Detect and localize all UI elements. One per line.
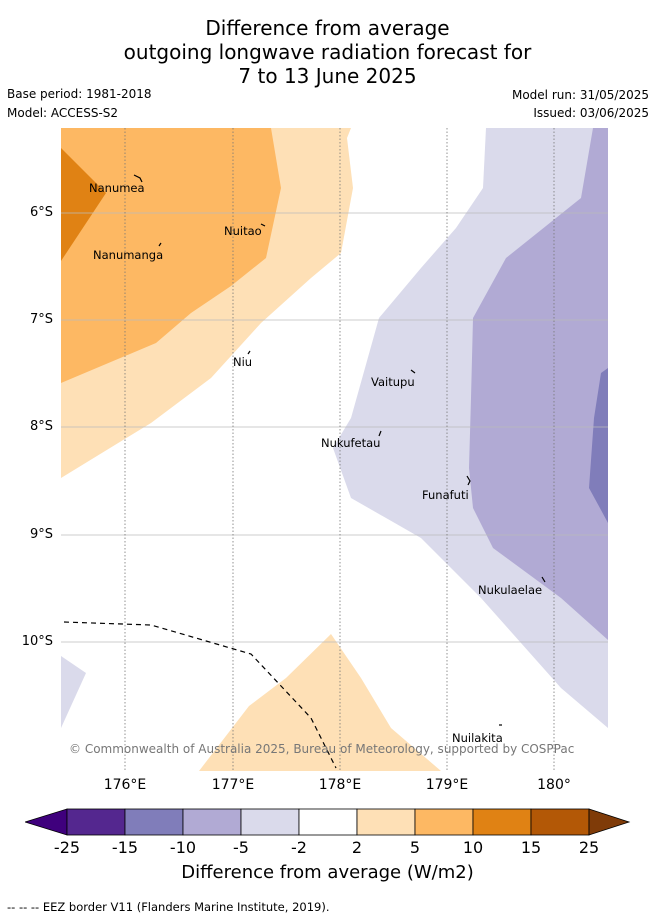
lon-label-180: 180°	[537, 777, 571, 793]
colorbar-label-6: 2	[351, 838, 363, 857]
colorbar-label-3: -10	[169, 838, 197, 857]
contour-minus10-to-minus15	[589, 368, 608, 523]
lat-label-8s: 8°S	[29, 419, 53, 434]
colorbar-label-8: 10	[462, 838, 484, 857]
contour-5-to-10	[61, 128, 281, 383]
model-name: Model: ACCESS-S2	[7, 106, 119, 120]
place-label-nuitao: Nuitao	[224, 224, 262, 238]
lat-label-9s: 9°S	[29, 527, 53, 542]
copyright-notice: © Commonwealth of Australia 2025, Bureau…	[69, 742, 575, 756]
contour-2-to-5-south	[199, 634, 441, 771]
eez-footnote: -- -- -- EEZ border V11 (Flanders Marine…	[7, 900, 330, 914]
colorbar-segment-7	[414, 808, 474, 836]
colorbar-segment-5	[298, 808, 358, 836]
contour-minus2-to-minus5-southwest	[61, 656, 86, 728]
colorbar-segment-6	[356, 808, 416, 836]
colorbar-segment-2	[124, 808, 184, 836]
chart-title: Difference from average outgoing longwav…	[0, 16, 655, 88]
lon-label-178e: 178°E	[318, 777, 362, 793]
place-label-nanumanga: Nanumanga	[93, 248, 164, 262]
place-label-niu: Niu	[233, 355, 253, 369]
colorbar-label-9: 15	[520, 838, 542, 857]
colorbar-extend-high	[588, 808, 631, 836]
colorbar-label-7: 5	[409, 838, 421, 857]
place-label-funafuti: Funafuti	[422, 488, 469, 502]
colorbar-segment-9	[530, 808, 590, 836]
colorbar	[25, 808, 631, 836]
lon-label-177e: 177°E	[211, 777, 255, 793]
colorbar-segment-8	[472, 808, 532, 836]
title-line-3: 7 to 13 June 2025	[238, 64, 417, 88]
colorbar-extend-low	[25, 808, 68, 836]
model-run: Model run: 31/05/2025	[511, 88, 649, 102]
place-label-nuilakita: Nuilakita	[452, 731, 503, 745]
lon-label-176e: 176°E	[103, 777, 147, 793]
lat-label-6s: 6°S	[29, 205, 53, 220]
title-line-1: Difference from average	[205, 16, 450, 40]
colorbar-label-5: -2	[291, 838, 307, 857]
forecast-map	[61, 128, 608, 771]
contour-minus5-to-minus10	[469, 128, 608, 640]
gridlines-lon	[124, 128, 555, 771]
colorbar-label-2: -15	[111, 838, 139, 857]
colorbar-title: Difference from average (W/m2)	[181, 862, 474, 883]
lat-label-7s: 7°S	[29, 312, 53, 327]
place-label-nanumea: Nanumea	[89, 181, 145, 195]
place-label-vaitupu: Vaitupu	[371, 375, 415, 389]
island-shapes	[133, 174, 546, 726]
title-line-2: outgoing longwave radiation forecast for	[123, 40, 532, 64]
place-label-nukufetau: Nukufetau	[321, 436, 381, 450]
place-label-nukulaelae: Nukulaelae	[478, 583, 543, 597]
eez-border	[63, 621, 337, 769]
colorbar-segment-1	[66, 808, 126, 836]
colorbar-segment-3	[182, 808, 242, 836]
lat-label-10s: 10°S	[21, 634, 53, 649]
colorbar-label-10: 25	[578, 838, 600, 857]
colorbar-segment-4	[240, 808, 300, 836]
colorbar-label-1: -25	[53, 838, 81, 857]
issued-date: Issued: 03/06/2025	[533, 106, 649, 120]
gridlines-lat	[61, 212, 608, 643]
base-period: Base period: 1981-2018	[7, 87, 152, 101]
contour-10-to-15	[61, 148, 106, 261]
lon-label-179e: 179°E	[425, 777, 469, 793]
colorbar-label-4: -5	[233, 838, 249, 857]
